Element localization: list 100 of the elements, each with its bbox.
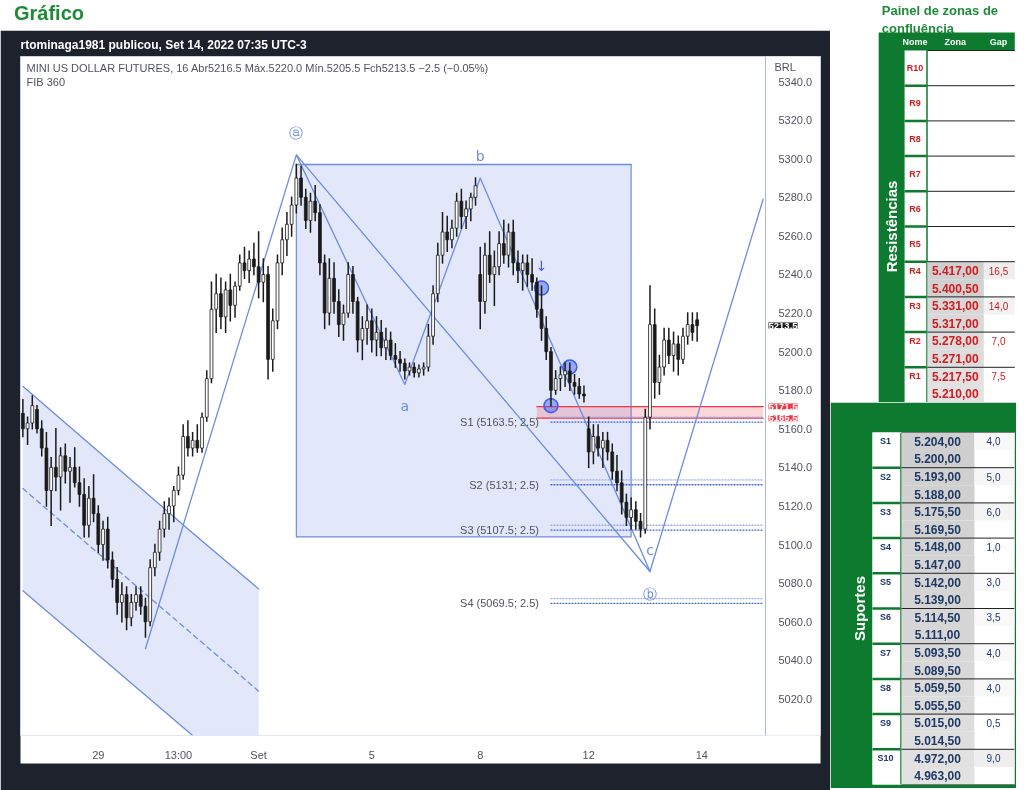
- y-tick-label: 5280.0: [778, 191, 813, 204]
- x-tick-label: 29: [92, 748, 105, 761]
- data-label: 5.142,00: [914, 575, 962, 590]
- data-label: 3,5: [986, 612, 1001, 624]
- data-label: 5.278,00: [931, 334, 979, 349]
- y-tick-label: 5200.0: [778, 345, 813, 358]
- data-label: 5,0: [986, 471, 1001, 483]
- data-label: 4,0: [986, 436, 1001, 448]
- y-tick-label: 5340.0: [778, 75, 813, 88]
- data-label: 16,5: [988, 265, 1009, 277]
- y-tick-label: S6: [880, 612, 892, 623]
- y-tick-label: 5120.0: [778, 499, 813, 512]
- y-axis-title: Resistências: [883, 180, 901, 273]
- x-tick-label: Zona: [944, 36, 967, 47]
- y-tick-label: 5220.0: [778, 307, 813, 320]
- data-label: a: [400, 398, 410, 415]
- y-tick-label: R5: [909, 239, 921, 250]
- y-tick-label: 5060.0: [778, 615, 813, 628]
- y-tick-label: S7: [880, 647, 892, 658]
- series-label: S4 (5069.5; 2.5): [460, 597, 539, 610]
- data-label: 4.963,00: [914, 769, 962, 784]
- data-label: 5.015,00: [914, 716, 962, 731]
- data-label: 5.055,50: [914, 698, 962, 713]
- y-tick-label: R7: [909, 168, 921, 179]
- data-label: 7,0: [991, 335, 1006, 347]
- data-label: 0,5: [986, 717, 1001, 729]
- data-label: 5.417,00: [931, 264, 979, 278]
- series-label: S3 (5107.5; 2.5): [460, 524, 539, 537]
- data-label: 5.169,50: [914, 522, 962, 537]
- data-label: 5.089,50: [914, 663, 962, 678]
- y-axis-title: BRL: [774, 60, 796, 73]
- chart-subtitle: rtominaga1981 publicou, Set 14, 2022 07:35 UTC-3: [20, 37, 307, 52]
- data-label: 5.175,50: [914, 505, 962, 520]
- y-tick-label: 5320.0: [778, 114, 813, 127]
- y-tick-label: S10: [877, 753, 894, 764]
- series-label: S2 (5131; 2.5): [469, 478, 539, 491]
- data-label: 9,0: [986, 753, 1001, 765]
- data-label: 5171.5: [768, 400, 799, 412]
- data-label: ⓐ: [289, 124, 304, 141]
- data-label: 5.271,00: [931, 352, 979, 366]
- data-label: 3,0: [986, 577, 1001, 589]
- annotation: MINI US DOLLAR FUTURES, 16 Abr5216.5 Máx.5220.0 Mín.5205.5 Fch5213.5 −2.5 (−0.05%): [26, 61, 489, 74]
- y-tick-label: R9: [909, 98, 921, 109]
- y-tick-label: S4: [880, 541, 892, 552]
- text: 5213.5: [768, 319, 798, 331]
- y-tick-label: S8: [880, 682, 892, 693]
- x-tick-label: 14: [695, 748, 708, 761]
- y-tick-label: 5020.0: [778, 692, 813, 705]
- data-label: ⓑ: [642, 585, 657, 602]
- x-tick-label: 5: [368, 748, 375, 761]
- data-label: 6,0: [986, 506, 1001, 518]
- data-label: 5.139,00: [914, 593, 962, 608]
- data-label: 5165.5: [768, 412, 799, 424]
- y-tick-label: 5140.0: [778, 461, 813, 474]
- data-label: 5.093,50: [914, 646, 962, 660]
- y-tick-label: S1: [880, 436, 892, 447]
- y-tick-label: R2: [909, 335, 921, 346]
- data-label: 5.400,50: [931, 281, 979, 296]
- data-label: 5.331,00: [931, 299, 979, 314]
- data-label: 1,0: [986, 541, 1001, 553]
- data-label: 5.193,00: [914, 470, 962, 484]
- data-label: 5.147,00: [914, 558, 962, 572]
- data-label: 5.217,50: [931, 369, 979, 384]
- chart-title: Gráfico: [14, 1, 85, 26]
- x-tick-label: Gap: [989, 36, 1008, 47]
- data-label: ↓: [535, 257, 548, 274]
- data-label: 7,5: [991, 371, 1006, 383]
- y-tick-label: 5260.0: [778, 229, 813, 242]
- data-label: 4,0: [986, 647, 1001, 659]
- y-tick-label: 5300.0: [778, 152, 813, 165]
- data-label: c: [646, 541, 654, 558]
- y-tick-label: S3: [880, 506, 892, 517]
- x-tick-label: 13:00: [164, 748, 193, 761]
- x-tick-label: Set: [250, 748, 267, 761]
- y-tick-label: S2: [880, 471, 892, 482]
- data-label: 5.014,50: [914, 734, 962, 748]
- data-label: 5.317,00: [931, 316, 979, 331]
- y-tick-label: R10: [906, 63, 924, 74]
- data-label: 5.148,00: [914, 540, 962, 555]
- data-label: 4.972,00: [914, 751, 962, 766]
- chart-title: Painel de zonas de confluência: [881, 2, 999, 36]
- y-tick-label: R1: [909, 371, 921, 382]
- y-tick-label: 5240.0: [778, 268, 813, 281]
- y-tick-label: S9: [880, 717, 892, 728]
- x-tick-label: 8: [477, 748, 484, 761]
- data-label: 5.204,00: [914, 434, 962, 449]
- data-label: 5.059,50: [914, 681, 962, 696]
- data-label: 5.114,50: [914, 610, 961, 625]
- data-label: b: [475, 148, 485, 165]
- data-label: 5.188,00: [914, 487, 962, 502]
- y-tick-label: 5080.0: [778, 577, 813, 590]
- y-tick-label: S5: [880, 577, 892, 588]
- data-label: 5.111,00: [914, 628, 961, 643]
- y-axis-title: Suportes: [850, 575, 868, 641]
- y-tick-label: R6: [909, 203, 921, 214]
- data-label: 5.210,00: [931, 387, 979, 402]
- y-tick-label: R3: [909, 300, 921, 311]
- y-tick-label: 5180.0: [778, 384, 813, 397]
- data-label: 4,0: [986, 682, 1001, 694]
- data-label: 5.200,00: [914, 452, 962, 467]
